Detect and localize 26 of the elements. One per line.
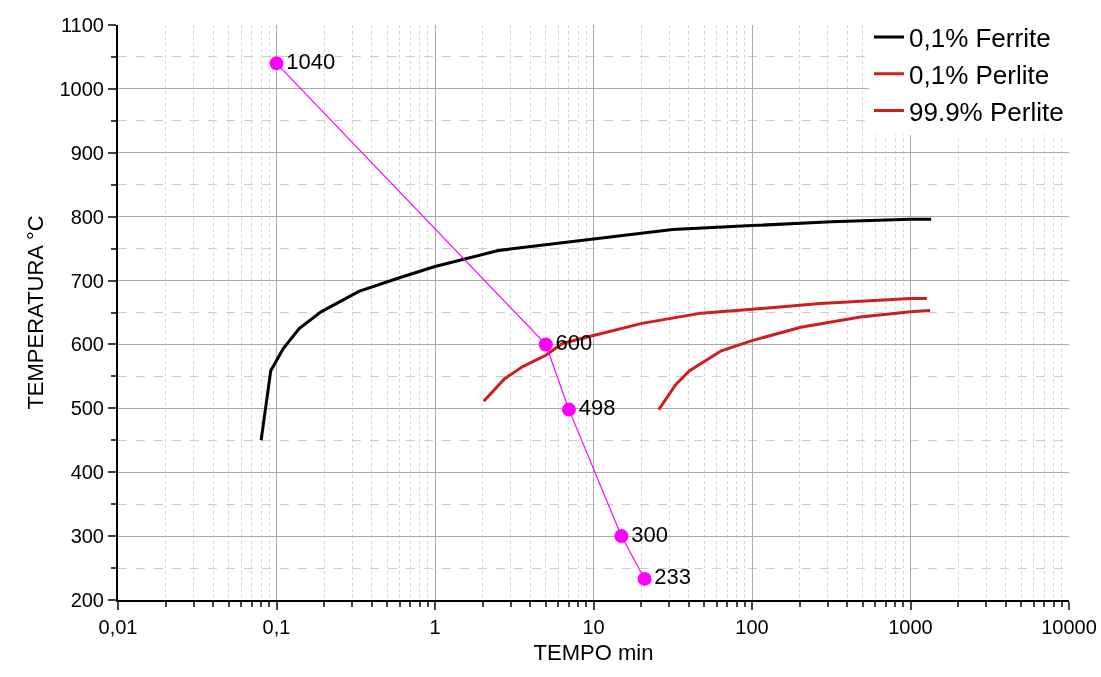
y-tick-label: 200 [70,589,104,611]
data-label: 300 [631,521,668,547]
x-tick-label: 1000 [888,616,933,638]
x-tick-label: 0,01 [98,616,138,638]
y-tick-label: 1000 [59,77,104,100]
legend-label: 0,1% Perlite [909,59,1050,90]
x-tick-label: 1 [429,616,441,638]
data-label: 498 [578,395,616,421]
data-label: 1040 [286,48,336,74]
y-axis-title: TEMPERATURA °C [22,215,48,410]
y-tick-label: 300 [70,525,104,548]
legend-label: 0,1% Ferrite [909,23,1051,54]
x-tick-label: 10000 [1041,616,1097,638]
x-tick-label: 10 [582,616,605,638]
y-tick-label: 700 [70,269,104,292]
y-tick-label: 900 [70,141,104,164]
y-tick-label: 800 [70,205,104,228]
legend-label: 99.9% Perlite [909,96,1064,127]
y-tick-label: 1100 [60,14,104,36]
x-axis-title: TEMPO min [533,640,654,666]
data-label: 233 [654,564,692,590]
x-tick-label: 0,1 [262,616,291,638]
y-tick-label: 400 [70,461,104,484]
x-tick-label: 100 [735,616,769,638]
y-tick-label: 500 [70,397,104,420]
y-tick-label: 600 [70,333,104,356]
